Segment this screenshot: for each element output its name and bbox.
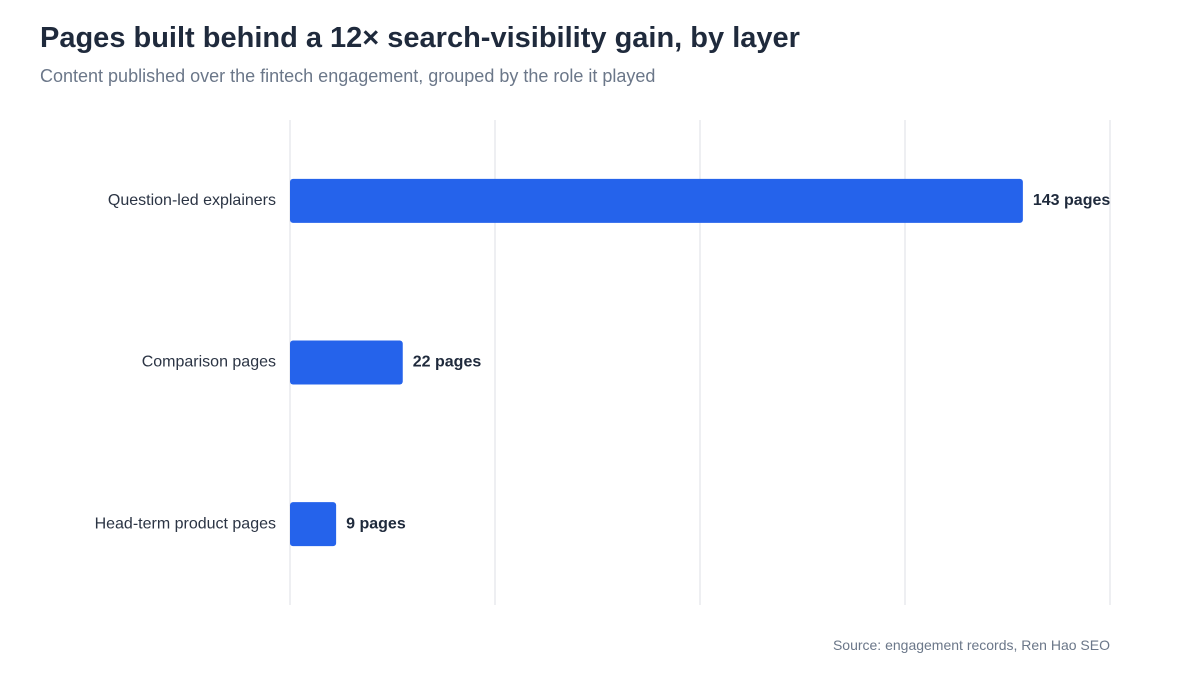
chart-title: Pages built behind a 12× search-visibili… bbox=[40, 22, 800, 54]
category-labels: Question-led explainers Comparison pages H… bbox=[95, 192, 276, 532]
data-label: 22 pages bbox=[413, 354, 482, 371]
bar bbox=[290, 178, 1023, 223]
chart-subtitle: Content published over the fintech engag… bbox=[40, 66, 656, 86]
bar bbox=[290, 340, 403, 385]
bar-series bbox=[290, 178, 1023, 547]
value-labels: 143 pages 22 pages 9 pages bbox=[346, 192, 1110, 532]
category-label: Head-term product pages bbox=[95, 515, 276, 532]
source-note: Source: engagement records, Ren Hao SEO bbox=[832, 637, 1110, 653]
data-label: 9 pages bbox=[346, 515, 406, 532]
data-label: 143 pages bbox=[1033, 192, 1110, 209]
bar bbox=[290, 502, 337, 547]
category-label: Question-led explainers bbox=[108, 192, 276, 209]
category-label: Comparison pages bbox=[142, 354, 276, 371]
